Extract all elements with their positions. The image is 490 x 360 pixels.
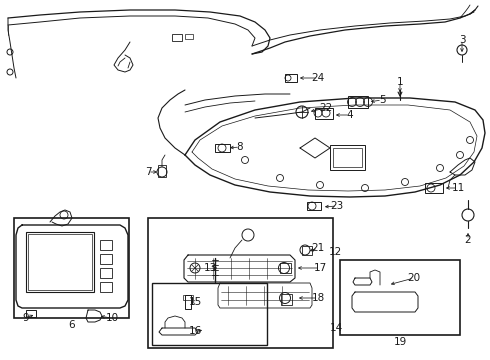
Bar [330, 145, 365, 170]
Text: 22: 22 [319, 103, 333, 113]
Bar [100, 254, 112, 264]
Text: 17: 17 [314, 263, 327, 273]
Text: 24: 24 [311, 73, 325, 83]
Text: 21: 21 [311, 243, 325, 253]
Text: 15: 15 [188, 297, 201, 307]
Text: 3: 3 [459, 35, 466, 45]
Text: 19: 19 [393, 337, 407, 347]
Text: 12: 12 [328, 247, 342, 257]
Bar [280, 263, 291, 273]
Bar [28, 234, 92, 290]
Bar [152, 283, 267, 345]
Text: 13: 13 [203, 263, 217, 273]
Text: 7: 7 [145, 167, 151, 177]
Text: 5: 5 [379, 95, 385, 105]
Text: 8: 8 [237, 142, 244, 152]
Text: 9: 9 [23, 313, 29, 323]
Bar [425, 183, 443, 193]
Text: 23: 23 [330, 201, 343, 211]
Bar [307, 202, 321, 210]
Bar [333, 148, 362, 167]
Text: 6: 6 [69, 320, 75, 330]
Text: 18: 18 [311, 293, 325, 303]
Bar [340, 260, 460, 335]
Bar [315, 108, 333, 119]
Bar [185, 295, 191, 309]
Text: 2: 2 [465, 235, 471, 245]
Bar [26, 232, 94, 292]
Text: 16: 16 [188, 326, 201, 336]
Bar [281, 294, 292, 305]
Bar [14, 218, 129, 318]
Text: 1: 1 [397, 77, 403, 87]
Bar [185, 34, 193, 39]
Bar [215, 144, 230, 152]
Text: 14: 14 [329, 323, 343, 333]
Text: 10: 10 [105, 313, 119, 323]
Text: 11: 11 [451, 183, 465, 193]
Bar [148, 218, 333, 348]
Text: 4: 4 [347, 110, 353, 120]
Bar [285, 74, 297, 82]
Bar [183, 295, 193, 300]
Bar [158, 165, 166, 177]
Bar [302, 246, 312, 255]
Bar [100, 268, 112, 278]
Bar [348, 96, 368, 108]
Bar [100, 240, 112, 250]
Bar [26, 310, 36, 317]
Bar [100, 282, 112, 292]
Bar [172, 34, 182, 41]
Text: 20: 20 [408, 273, 420, 283]
